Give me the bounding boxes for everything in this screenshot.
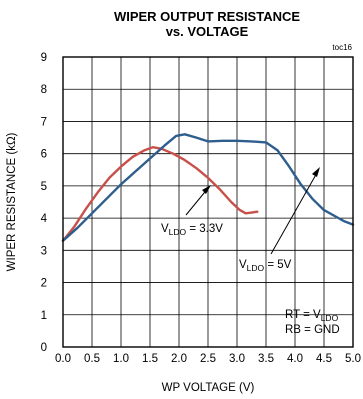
- annotation-3v3-arrowhead: [202, 185, 211, 194]
- x-tick-label: 2.5: [200, 353, 216, 365]
- plot-frame: [62, 56, 354, 348]
- series-line-vldo-5v: [61, 133, 355, 242]
- chart-subtitle: vs. VOLTAGE: [166, 24, 249, 39]
- series-lines: [61, 133, 355, 242]
- series-5v-label-sub: LDO: [247, 263, 265, 273]
- series-3v3-label-tail: = 3.3V: [186, 223, 223, 235]
- x-tick-label: 3.5: [258, 353, 274, 365]
- y-tick-label: 3: [41, 245, 47, 257]
- annotation-3v3: VLDO = 3.3V: [161, 185, 223, 237]
- x-tick-label: 0.0: [55, 353, 71, 365]
- x-tick-label: 1.5: [142, 353, 158, 365]
- figure-id: toc16: [332, 43, 352, 52]
- series-line-vldo-3v3: [61, 146, 259, 242]
- x-tick-label: 0.5: [84, 353, 100, 365]
- y-axis-label: WIPER RESISTANCE (kΩ): [6, 132, 18, 271]
- x-tick-label: 4.5: [316, 353, 332, 365]
- y-tick-label: 8: [41, 84, 47, 96]
- annotation-5v-arrowhead: [312, 167, 320, 177]
- condition-rb-main: RB = GND: [285, 324, 340, 336]
- y-tick-label: 2: [41, 278, 47, 290]
- x-tick-label: 5.0: [345, 353, 361, 365]
- svg-text:RB = GND: RB = GND: [285, 324, 340, 336]
- condition-rt-main: RT = V: [285, 309, 321, 321]
- x-tick-labels: 0.0 0.5 1.0 1.5 2.0 2.5 3.0 3.5 4.0 4.5 5.0: [55, 353, 361, 365]
- annotation-5v-leader: [270, 170, 319, 255]
- annotation-5v: VLDO = 5V: [239, 167, 320, 273]
- x-tick-label: 3.0: [229, 353, 245, 365]
- x-tick-label: 1.0: [113, 353, 129, 365]
- series-5v-label-tail: = 5V: [264, 259, 292, 271]
- y-tick-label: 5: [41, 181, 47, 193]
- y-tick-label: 4: [41, 213, 48, 225]
- y-tick-labels: 0 1 2 3 4 5 6 7 8 9: [41, 52, 48, 354]
- y-tick-label: 9: [41, 52, 47, 64]
- chart-title: WIPER OUTPUT RESISTANCE: [114, 9, 300, 24]
- y-tick-label: 1: [41, 310, 47, 322]
- y-tick-label: 0: [41, 342, 47, 354]
- series-3v3-label-main: V: [161, 223, 169, 235]
- y-tick-label: 6: [41, 149, 47, 161]
- x-tick-label: 4.0: [287, 353, 303, 365]
- condition-rt-sub: LDO: [321, 313, 339, 323]
- conditions-note: RT = VLDO RB = GND: [285, 309, 340, 336]
- x-axis-label: WP VOLTAGE (V): [162, 382, 255, 394]
- svg-text:RT = VLDO: RT = VLDO: [285, 309, 339, 323]
- x-tick-label: 2.0: [171, 353, 187, 365]
- svg-text:VLDO = 3.3V: VLDO = 3.3V: [161, 223, 223, 237]
- svg-text:VLDO = 5V: VLDO = 5V: [239, 259, 292, 273]
- y-tick-label: 7: [41, 116, 47, 128]
- series-3v3-label-sub: LDO: [169, 227, 187, 237]
- grid: [63, 57, 353, 347]
- series-5v-label-main: V: [239, 259, 247, 271]
